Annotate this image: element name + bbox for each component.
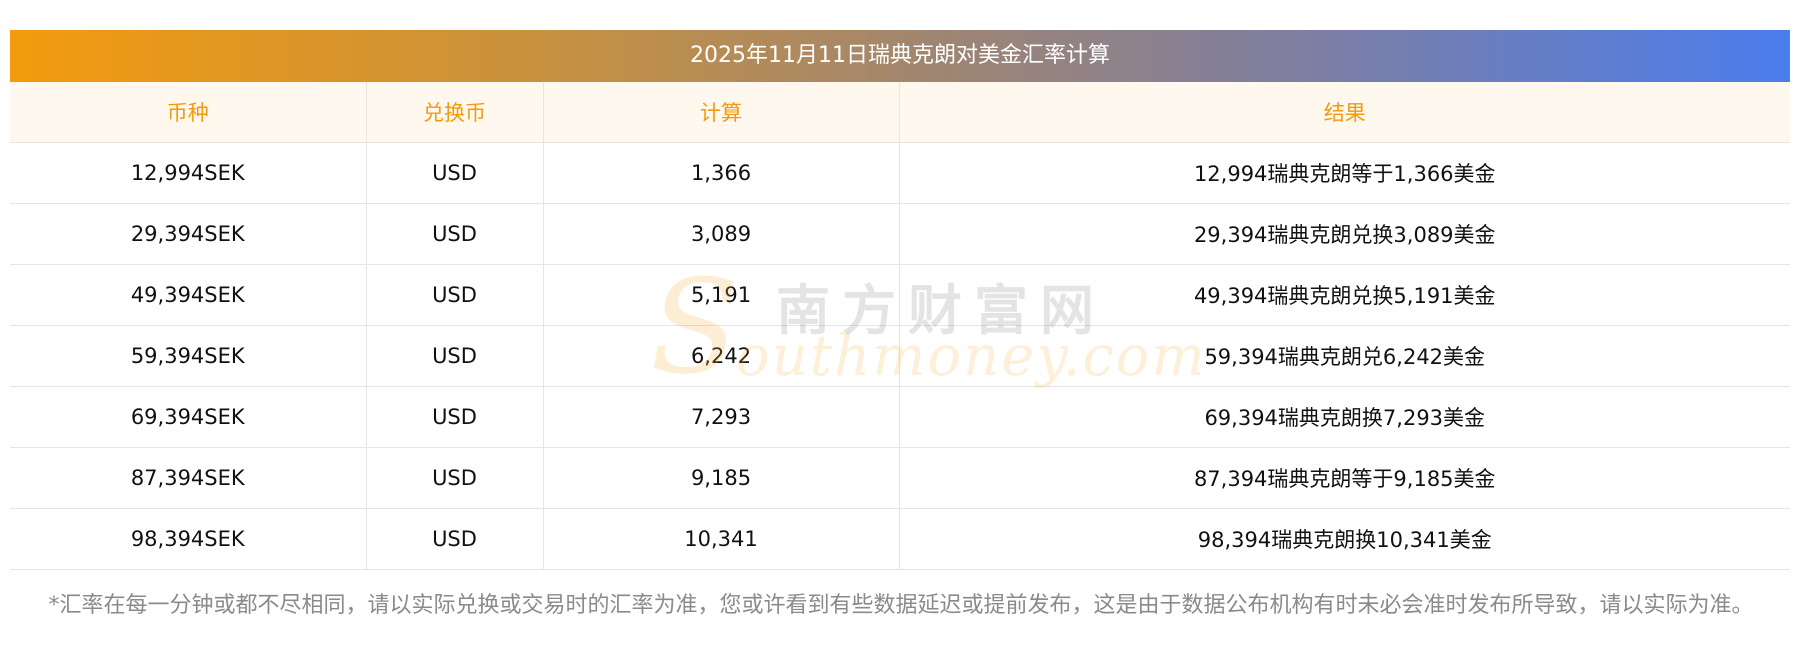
- column-header-calc: 计算: [542, 82, 899, 143]
- table-row: 49,394SEK USD 5,191 49,394瑞典克朗兑换5,191美金: [10, 264, 1790, 326]
- cell-target: USD: [365, 142, 543, 204]
- column-header-target: 兑换币: [365, 82, 543, 143]
- cell-result: 49,394瑞典克朗兑换5,191美金: [898, 264, 1790, 326]
- cell-result: 12,994瑞典克朗等于1,366美金: [898, 142, 1790, 204]
- cell-result: 29,394瑞典克朗兑换3,089美金: [898, 203, 1790, 265]
- cell-result: 69,394瑞典克朗换7,293美金: [898, 386, 1790, 448]
- table-row: 87,394SEK USD 9,185 87,394瑞典克朗等于9,185美金: [10, 447, 1790, 509]
- cell-target: USD: [365, 508, 543, 570]
- cell-target: USD: [365, 325, 543, 387]
- table-title: 2025年11月11日瑞典克朗对美金汇率计算: [10, 30, 1790, 82]
- cell-currency: 98,394SEK: [10, 508, 366, 570]
- cell-currency: 12,994SEK: [10, 142, 366, 204]
- cell-currency: 87,394SEK: [10, 447, 366, 509]
- cell-target: USD: [365, 203, 543, 265]
- table-row: 29,394SEK USD 3,089 29,394瑞典克朗兑换3,089美金: [10, 203, 1790, 265]
- table-row: 12,994SEK USD 1,366 12,994瑞典克朗等于1,366美金: [10, 142, 1790, 204]
- cell-target: USD: [365, 264, 543, 326]
- cell-currency: 49,394SEK: [10, 264, 366, 326]
- cell-calc: 10,341: [542, 508, 899, 570]
- cell-calc: 9,185: [542, 447, 899, 509]
- column-header-currency: 币种: [10, 82, 366, 143]
- table-row: 98,394SEK USD 10,341 98,394瑞典克朗换10,341美金: [10, 508, 1790, 570]
- table-row: 59,394SEK USD 6,242 59,394瑞典克朗兑6,242美金: [10, 325, 1790, 387]
- disclaimer-footnote: *汇率在每一分钟或都不尽相同，请以实际兑换或交易时的汇率为准，您或许看到有些数据…: [48, 593, 1754, 618]
- cell-calc: 7,293: [542, 386, 899, 448]
- cell-target: USD: [365, 386, 543, 448]
- cell-calc: 6,242: [542, 325, 899, 387]
- exchange-rate-table-card: 2025年11月11日瑞典克朗对美金汇率计算 币种 兑换币 计算 结果 12,9…: [10, 30, 1790, 570]
- cell-result: 98,394瑞典克朗换10,341美金: [898, 508, 1790, 570]
- column-header-result: 结果: [898, 82, 1790, 143]
- cell-currency: 29,394SEK: [10, 203, 366, 265]
- exchange-rate-table: 币种 兑换币 计算 结果 12,994SEK USD 1,366 12,994瑞…: [10, 82, 1790, 570]
- table-row: 69,394SEK USD 7,293 69,394瑞典克朗换7,293美金: [10, 386, 1790, 448]
- cell-calc: 3,089: [542, 203, 899, 265]
- cell-calc: 1,366: [542, 142, 899, 204]
- cell-calc: 5,191: [542, 264, 899, 326]
- cell-result: 87,394瑞典克朗等于9,185美金: [898, 447, 1790, 509]
- cell-result: 59,394瑞典克朗兑6,242美金: [898, 325, 1790, 387]
- table-header-row: 币种 兑换币 计算 结果: [10, 82, 1790, 143]
- cell-target: USD: [365, 447, 543, 509]
- cell-currency: 59,394SEK: [10, 325, 366, 387]
- cell-currency: 69,394SEK: [10, 386, 366, 448]
